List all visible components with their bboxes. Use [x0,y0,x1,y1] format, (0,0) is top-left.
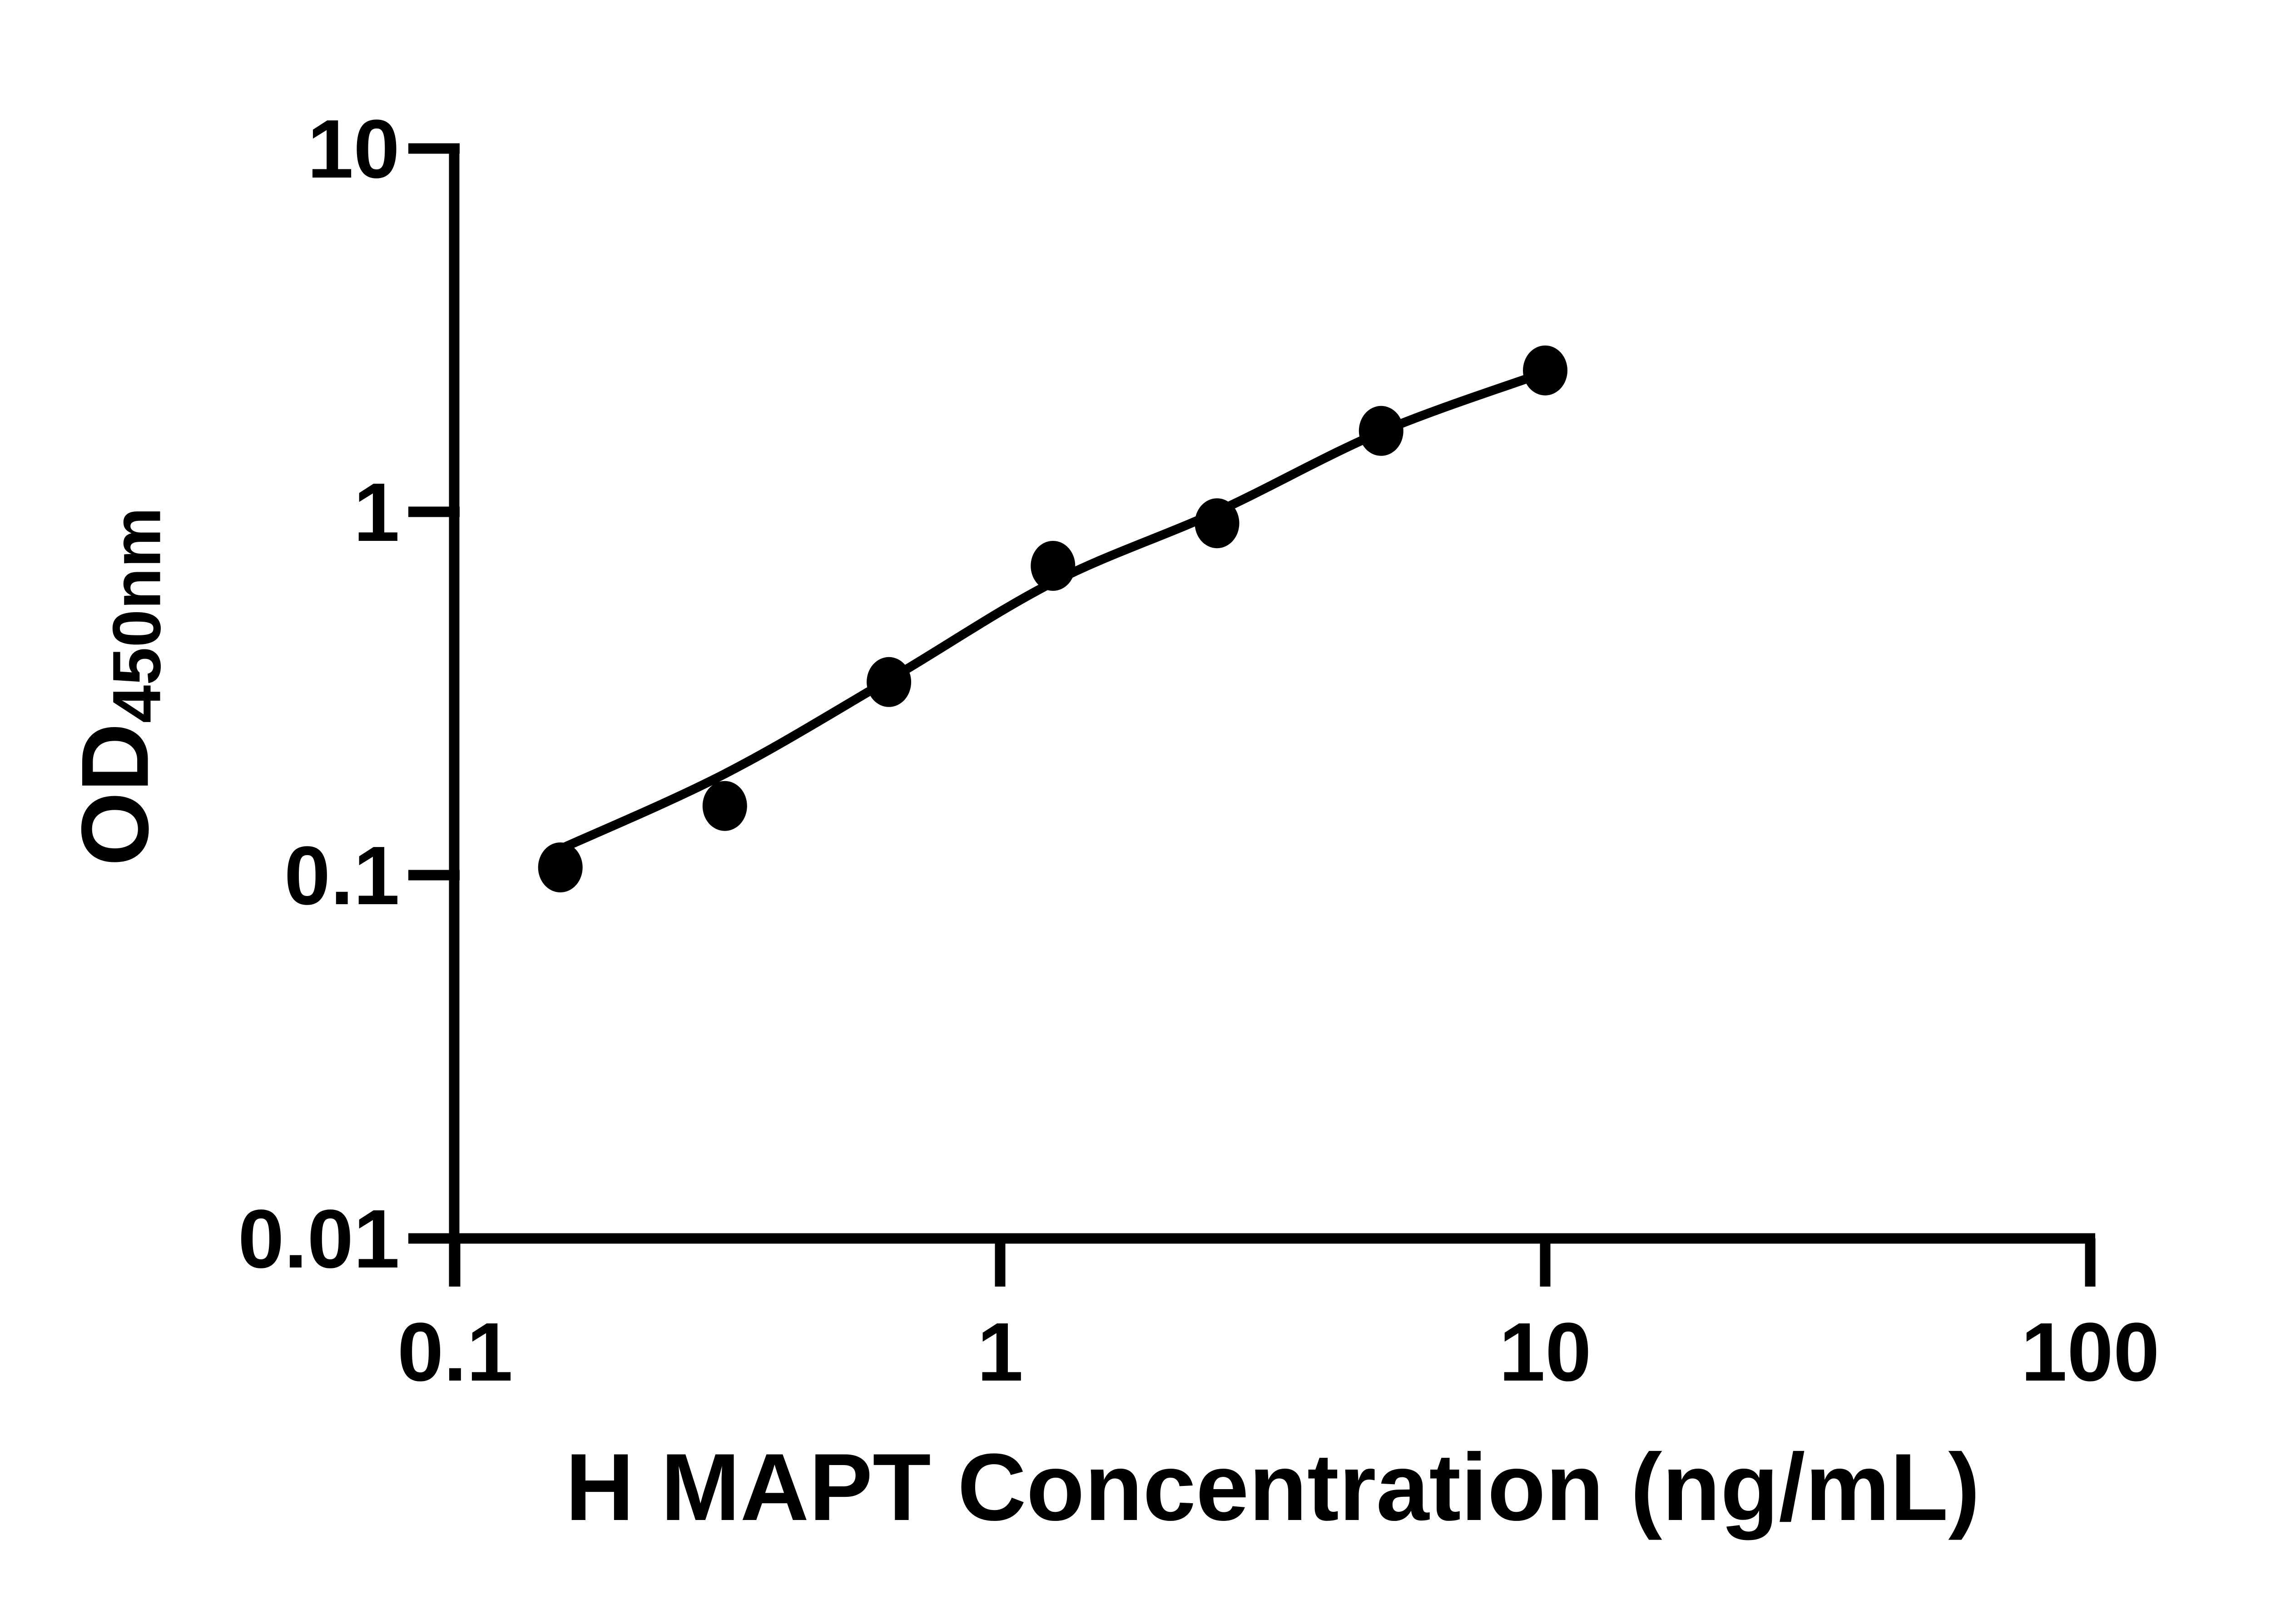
x-tick-label: 10 [1499,1305,1592,1398]
y-tick-label: 0.01 [238,1192,400,1285]
x-axis-title: H MAPT Concentration (ng/mL) [565,1434,1980,1540]
data-point [702,781,747,831]
data-point [867,657,912,707]
y-tick-label: 1 [353,465,400,559]
data-point [1523,345,1567,396]
data-point [1359,406,1403,456]
y-tick-label: 10 [307,102,400,195]
data-point [1195,498,1240,549]
x-tick-label: 0.1 [397,1305,513,1398]
data-point [1031,541,1076,591]
data-point [538,842,583,892]
y-tick-label: 0.1 [284,829,400,922]
y-axis-title: OD450nm [62,507,175,866]
x-tick-label: 100 [2021,1305,2159,1398]
y-axis-title-main: OD [61,723,169,866]
x-tick-label: 1 [977,1305,1023,1398]
y-axis-title-subscript: 450nm [98,507,175,723]
